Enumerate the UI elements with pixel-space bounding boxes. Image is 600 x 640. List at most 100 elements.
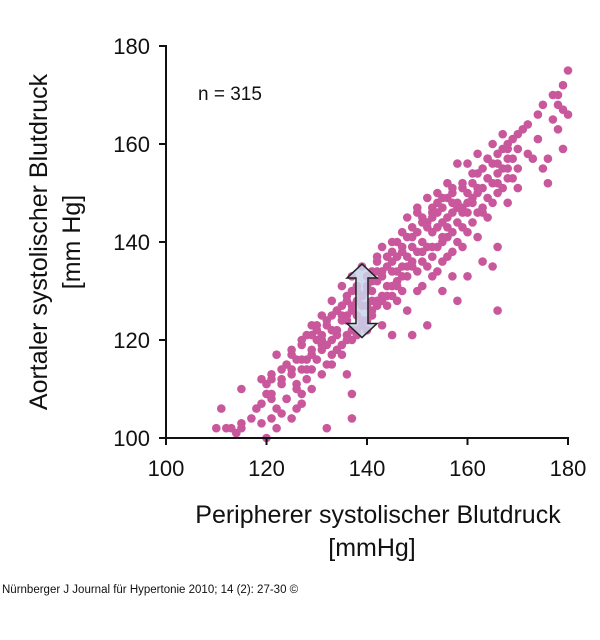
data-point: [337, 281, 347, 291]
data-point: [312, 355, 322, 364]
data-point: [423, 262, 432, 271]
data-point: [237, 419, 246, 428]
data-point: [372, 252, 382, 261]
data-point: [347, 301, 357, 311]
data-point: [513, 183, 523, 193]
data-point: [423, 321, 432, 330]
data-point: [523, 120, 533, 129]
data-point: [407, 232, 417, 242]
data-point: [377, 242, 387, 252]
data-point: [438, 286, 447, 296]
data-point: [257, 419, 266, 428]
x-tick-label: 100: [148, 456, 185, 481]
data-point: [478, 257, 487, 266]
data-point: [387, 237, 397, 247]
data-point: [277, 365, 286, 374]
data-point: [307, 330, 317, 340]
data-point: [217, 404, 226, 413]
data-point: [448, 247, 457, 257]
data-point: [538, 164, 548, 173]
data-point: [418, 247, 427, 257]
data-point: [257, 399, 266, 409]
data-point: [438, 232, 447, 242]
data-point: [558, 80, 568, 90]
data-point: [488, 262, 497, 271]
data-point: [342, 370, 352, 379]
y-axis-title-line1: Aortaler systolischer Blutdruck: [25, 73, 53, 410]
data-point: [322, 316, 332, 325]
data-point: [413, 267, 422, 276]
data-point: [423, 193, 432, 203]
data-point: [453, 159, 462, 168]
data-point: [488, 139, 497, 149]
data-point: [272, 423, 281, 433]
data-point: [493, 159, 502, 168]
data-point: [418, 281, 427, 291]
data-point: [533, 110, 543, 119]
data-point: [347, 389, 357, 399]
data-point: [538, 100, 548, 110]
data-point: [508, 174, 517, 183]
citation-footer: Nürnberger J Journal für Hypertonie 2010…: [2, 584, 299, 596]
data-point: [428, 252, 437, 261]
double-arrow-annotation: [345, 263, 379, 339]
data-point: [553, 125, 563, 134]
data-point: [227, 423, 236, 433]
data-point: [397, 227, 407, 237]
data-point: [302, 374, 312, 384]
x-tick-label: 120: [248, 456, 285, 481]
data-point: [448, 272, 457, 281]
axis-ticks: 100 120 140 160 180 100 120 140 160 180: [113, 34, 586, 481]
data-point: [307, 384, 317, 394]
data-point: [402, 213, 412, 222]
data-point: [287, 350, 296, 360]
data-point: [468, 169, 477, 178]
data-point: [443, 223, 452, 232]
data-point: [372, 301, 382, 311]
data-point: [377, 321, 387, 330]
data-point: [478, 208, 487, 217]
scatter-chart: 100 120 140 160 180 100 120 140 160 180 n = 315 P…: [25, 34, 586, 562]
data-point: [317, 335, 327, 345]
data-point: [282, 394, 291, 404]
data-point: [287, 414, 296, 423]
data-point: [407, 330, 417, 340]
data-point: [297, 399, 307, 409]
data-point: [267, 374, 276, 384]
data-point: [297, 389, 307, 399]
data-point: [503, 164, 512, 173]
data-point: [473, 232, 482, 242]
x-tick-label: 160: [449, 456, 486, 481]
data-point: [548, 115, 558, 124]
data-point: [397, 247, 407, 257]
x-axis-title-line2: [mmHg]: [328, 534, 416, 562]
data-point: [473, 183, 482, 193]
data-point: [483, 174, 492, 183]
data-point: [212, 423, 221, 433]
data-point: [277, 379, 286, 389]
data-point: [272, 404, 281, 413]
data-point: [297, 355, 307, 364]
data-point: [463, 272, 472, 281]
data-point: [503, 198, 512, 208]
data-point: [297, 335, 307, 345]
data-point: [392, 296, 402, 306]
data-point: [493, 242, 502, 252]
data-point: [433, 267, 442, 276]
data-point: [448, 183, 457, 193]
data-point: [513, 164, 523, 173]
data-point: [387, 330, 397, 340]
data-point: [468, 218, 477, 227]
data-point: [377, 267, 387, 276]
data-point: [267, 389, 276, 399]
y-tick-label: 160: [113, 132, 150, 157]
data-point: [418, 218, 427, 227]
x-tick-label: 140: [349, 456, 386, 481]
data-point: [533, 134, 543, 144]
x-axis-title-line1: Peripherer systolischer Blutdruck: [195, 501, 561, 529]
data-point: [513, 129, 523, 139]
data-point: [307, 345, 317, 355]
data-point: [367, 276, 377, 286]
data-point: [413, 203, 422, 212]
data-point: [317, 370, 327, 379]
